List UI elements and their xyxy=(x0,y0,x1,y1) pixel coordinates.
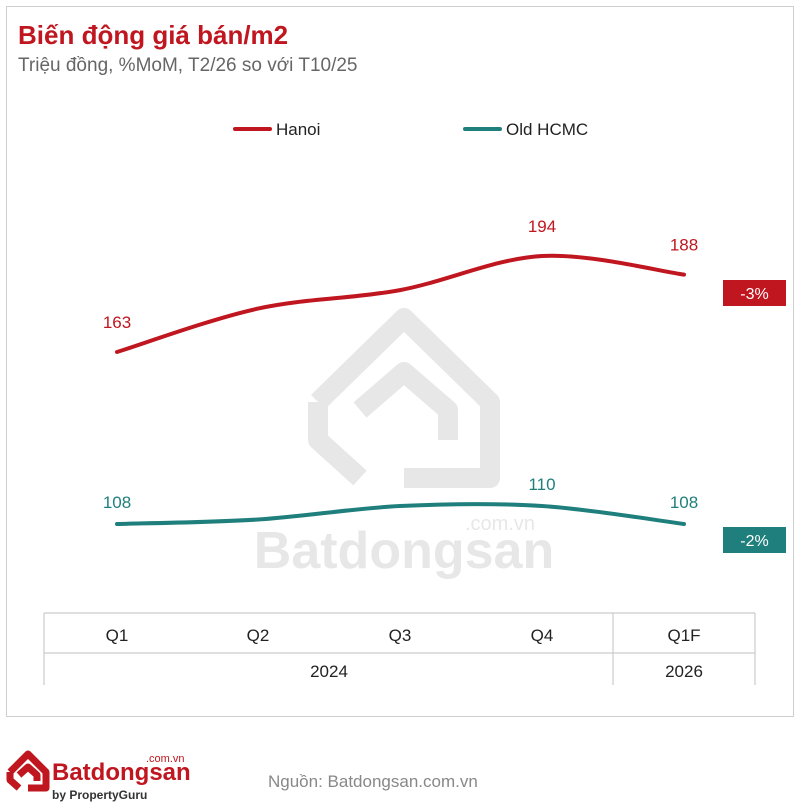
batdongsan-logo-icon xyxy=(6,750,50,792)
chart-title: Biến động giá bán/m2 xyxy=(18,20,289,50)
change-badge-old-hcmc xyxy=(723,527,786,553)
x-tick-label: Q4 xyxy=(531,626,554,645)
source-note: Nguồn: Batdongsan.com.vn xyxy=(268,772,478,791)
data-label-old-hcmc: 108 xyxy=(670,493,698,512)
data-label-hanoi: 188 xyxy=(670,236,698,255)
series-layer: 163 194 188 -3% 108 110 108 -2% xyxy=(103,217,786,553)
data-label-old-hcmc: 108 xyxy=(103,493,131,512)
chart-frame xyxy=(6,6,794,717)
watermark-brand: Batdongsan xyxy=(254,522,554,580)
data-label-hanoi: 194 xyxy=(528,217,556,236)
x-tick-label: Q2 xyxy=(247,626,270,645)
watermark-house-icon xyxy=(308,308,500,488)
watermark-domain: .com.vn xyxy=(465,513,535,535)
x-group-label: 2024 xyxy=(310,662,348,681)
data-label-old-hcmc: 110 xyxy=(528,475,555,494)
legend: Hanoi Old HCMC xyxy=(233,120,588,139)
change-badge-hanoi xyxy=(723,280,786,306)
legend-label-old-hcmc: Old HCMC xyxy=(506,120,588,139)
x-group-label: 2026 xyxy=(665,662,703,681)
chart-subtitle: Triệu đồng, %MoM, T2/26 so với T10/25 xyxy=(18,55,358,76)
change-badge-label-old-hcmc: -2% xyxy=(740,533,768,550)
series-line-old-hcmc xyxy=(115,502,686,526)
axis-labels: Q1 Q2 Q3 Q4 Q1F 2024 2026 xyxy=(106,626,703,681)
footer-logo-domain: .com.vn xyxy=(146,753,185,765)
data-label-hanoi: 163 xyxy=(103,313,131,332)
watermark: Batdongsan .com.vn xyxy=(254,308,554,580)
footer-logo-name: Batdongsan xyxy=(52,759,191,786)
category-axis xyxy=(43,612,756,685)
legend-label-hanoi: Hanoi xyxy=(276,120,320,139)
x-tick-label: Q1 xyxy=(106,626,129,645)
x-tick-label: Q1F xyxy=(667,626,700,645)
series-line-hanoi xyxy=(115,253,686,354)
footer-logo-by: by PropertyGuru xyxy=(52,788,148,802)
x-tick-label: Q3 xyxy=(389,626,412,645)
change-badge-label-hanoi: -3% xyxy=(740,286,768,303)
